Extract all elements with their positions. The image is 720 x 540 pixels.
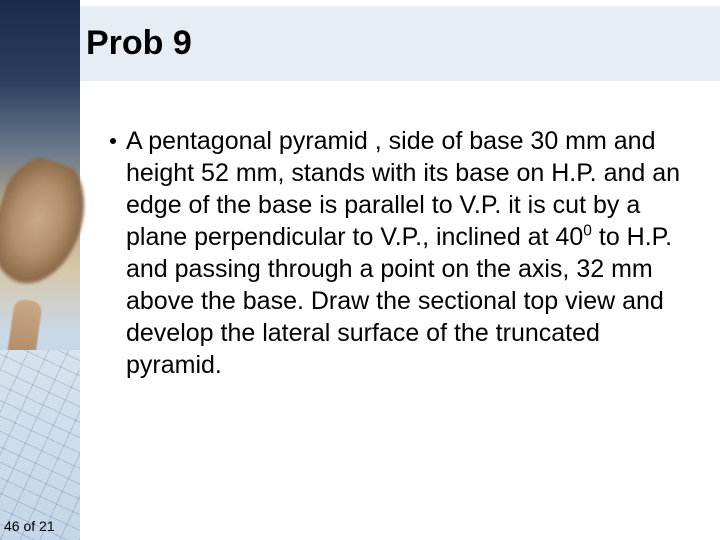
bullet-text-superscript: 0: [583, 223, 592, 240]
title-bar: Prob 9: [80, 6, 720, 81]
body: A pentagonal pyramid , side of base 30 m…: [80, 81, 720, 381]
content-area: Prob 9 A pentagonal pyramid , side of ba…: [80, 0, 720, 540]
decorative-left-strip: [0, 0, 80, 540]
page-footer: 46 of 21: [4, 518, 55, 534]
page-current: 46: [4, 518, 20, 534]
page-total: 21: [39, 518, 55, 534]
page-sep: of: [20, 518, 39, 534]
slide: Prob 9 A pentagonal pyramid , side of ba…: [0, 0, 720, 540]
bullet-text: A pentagonal pyramid , side of base 30 m…: [126, 125, 684, 381]
blueprint-image: [0, 350, 80, 540]
bullet-item: A pentagonal pyramid , side of base 30 m…: [110, 125, 684, 381]
slide-title: Prob 9: [86, 24, 720, 63]
bullet-dot-icon: [110, 138, 116, 144]
